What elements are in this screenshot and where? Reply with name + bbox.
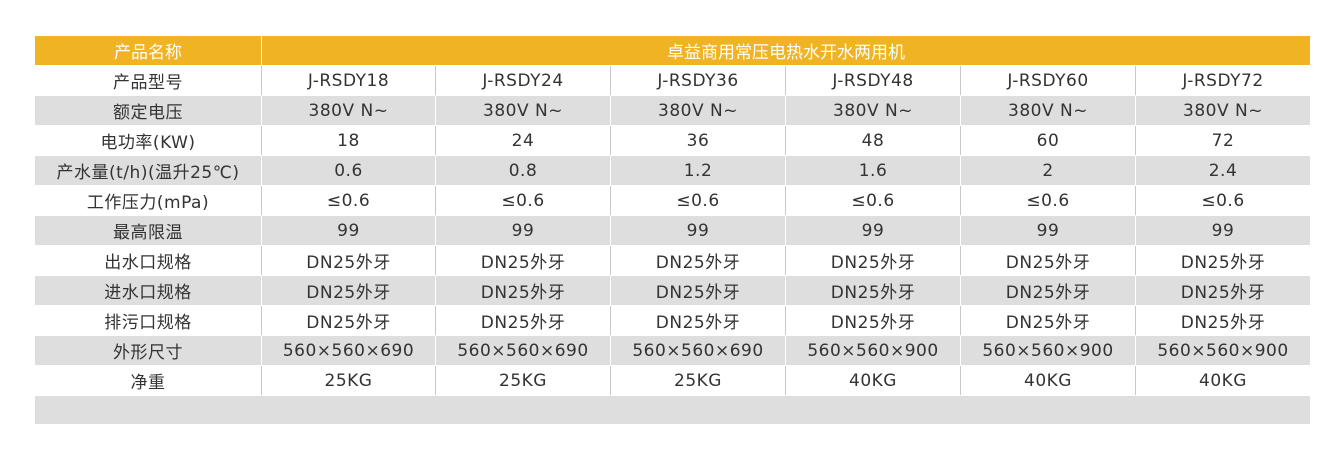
table-row: 最高限温 99 99 99 99 99 99 [35,216,1310,245]
table-cell: 560×560×900 [1157,340,1289,361]
table-row: 产品型号 J-RSDY18 J-RSDY24 J-RSDY36 J-RSDY48 J-RS… [35,66,1310,95]
table-cell: DN25外牙 [436,276,611,305]
table-cell: 380V N~ [786,96,961,125]
header-label: 产品名称 [35,36,262,65]
table-cell: 99 [1211,220,1235,241]
table-cell: 560×560×690 [436,336,611,365]
table-cell: J-RSDY24 [436,66,611,95]
table-row: 净重 25KG 25KG 25KG 40KG 40KG 40KG [35,366,1310,395]
table-cell: 40KG [1199,370,1247,391]
table-cell: 99 [786,216,961,245]
table-cell: DN25外牙 [1180,253,1266,273]
table-cell: 560×560×900 [961,336,1136,365]
table-cell: J-RSDY36 [611,66,786,95]
table-cell: 25KG [611,366,786,395]
table-cell: 25KG [262,366,436,395]
row-label: 工作压力(mPa) [35,186,262,215]
table-cell: DN25外牙 [262,306,436,335]
table-cell: J-RSDY60 [961,66,1136,95]
table-cell: 99 [961,216,1136,245]
table-cell: 560×560×690 [262,336,436,365]
table-cell: DN25外牙 [961,306,1136,335]
table-cell: ≤0.6 [786,186,961,215]
table-cell: 380V N~ [1183,100,1263,121]
table-cell: DN25外牙 [436,306,611,335]
row-label: 产品型号 [35,66,262,95]
table-row: 排污口规格 DN25外牙 DN25外牙 DN25外牙 DN25外牙 DN25外牙 DN25外… [35,306,1310,335]
table-cell: 48 [786,126,961,155]
row-label: 进水口规格 [35,276,262,305]
table-cell: ≤0.6 [262,186,436,215]
table-cell: 380V N~ [436,96,611,125]
row-label: 产水量(t/h)(温升25℃) [35,156,262,185]
table-cell: DN25外牙 [1180,283,1266,303]
table-cell: 72 [1211,130,1235,151]
table-cell: DN25外牙 [1180,313,1266,333]
row-label: 最高限温 [35,216,262,245]
table-row: 进水口规格 DN25外牙 DN25外牙 DN25外牙 DN25外牙 DN25外牙 DN25外… [35,276,1310,305]
table-cell: DN25外牙 [611,306,786,335]
table-cell: ≤0.6 [436,186,611,215]
table-cell: 2 [961,156,1136,185]
table-cell: 36 [611,126,786,155]
table-cell: 99 [611,216,786,245]
table-cell: 1.2 [611,156,786,185]
table-row: 出水口规格 DN25外牙 DN25外牙 DN25外牙 DN25外牙 DN25外牙 DN25外… [35,246,1310,275]
table-cell: DN25外牙 [786,246,961,275]
table-cell: 560×560×690 [611,336,786,365]
table-cell: DN25外牙 [786,306,961,335]
table-cell: 40KG [961,366,1136,395]
table-cell: 60 [961,126,1136,155]
table-cell: 0.8 [436,156,611,185]
table-cell: DN25外牙 [262,246,436,275]
table-cell: 0.6 [262,156,436,185]
table-cell: 380V N~ [611,96,786,125]
table-cell: 380V N~ [262,96,436,125]
table-row: 工作压力(mPa) ≤0.6 ≤0.6 ≤0.6 ≤0.6 ≤0.6 ≤0.6 [35,186,1310,215]
row-label: 净重 [35,366,262,395]
table-cell: ≤0.6 [611,186,786,215]
table-cell: 2.4 [1208,160,1238,181]
table-cell: DN25外牙 [611,246,786,275]
row-label: 出水口规格 [35,246,262,275]
table-cell: J-RSDY18 [262,66,436,95]
table-cell: ≤0.6 [961,186,1136,215]
table-cell: DN25外牙 [611,276,786,305]
table-cell: 99 [262,216,436,245]
table-row: 额定电压 380V N~ 380V N~ 380V N~ 380V N~ 380V N~ 3… [35,96,1310,125]
table-cell: 99 [436,216,611,245]
table-cell: ≤0.6 [1201,190,1245,211]
table-cell: J-RSDY72 [1182,70,1264,91]
table-cell: 560×560×900 [786,336,961,365]
row-label: 外形尺寸 [35,336,262,365]
table-cell: DN25外牙 [436,246,611,275]
table-cell: DN25外牙 [786,276,961,305]
table-cell: 40KG [786,366,961,395]
table-row: 电功率(KW) 18 24 36 48 60 72 [35,126,1310,155]
row-label: 额定电压 [35,96,262,125]
table-body: 产品型号 J-RSDY18 J-RSDY24 J-RSDY36 J-RSDY48 J-RS… [35,65,1310,395]
header-title: 卓益商用常压电热水开水两用机 [667,43,905,63]
spec-table: 产品名称 卓益商用常压电热水开水两用机 产品型号 J-RSDY18 J-RSDY24… [35,36,1310,424]
row-label: 排污口规格 [35,306,262,335]
table-footer-band [35,396,1310,424]
table-cell: 18 [262,126,436,155]
table-header: 产品名称 卓益商用常压电热水开水两用机 [35,36,1310,65]
table-row: 产水量(t/h)(温升25℃) 0.6 0.8 1.2 1.6 2 2.4 [35,156,1310,185]
table-cell: 24 [436,126,611,155]
table-cell: DN25外牙 [961,276,1136,305]
table-cell: 1.6 [786,156,961,185]
table-cell: J-RSDY48 [786,66,961,95]
table-row: 外形尺寸 560×560×690 560×560×690 560×560×690 560… [35,336,1310,365]
table-cell: DN25外牙 [262,276,436,305]
row-label: 电功率(KW) [35,126,262,155]
table-cell: 25KG [436,366,611,395]
table-cell: 380V N~ [961,96,1136,125]
table-cell: DN25外牙 [961,246,1136,275]
